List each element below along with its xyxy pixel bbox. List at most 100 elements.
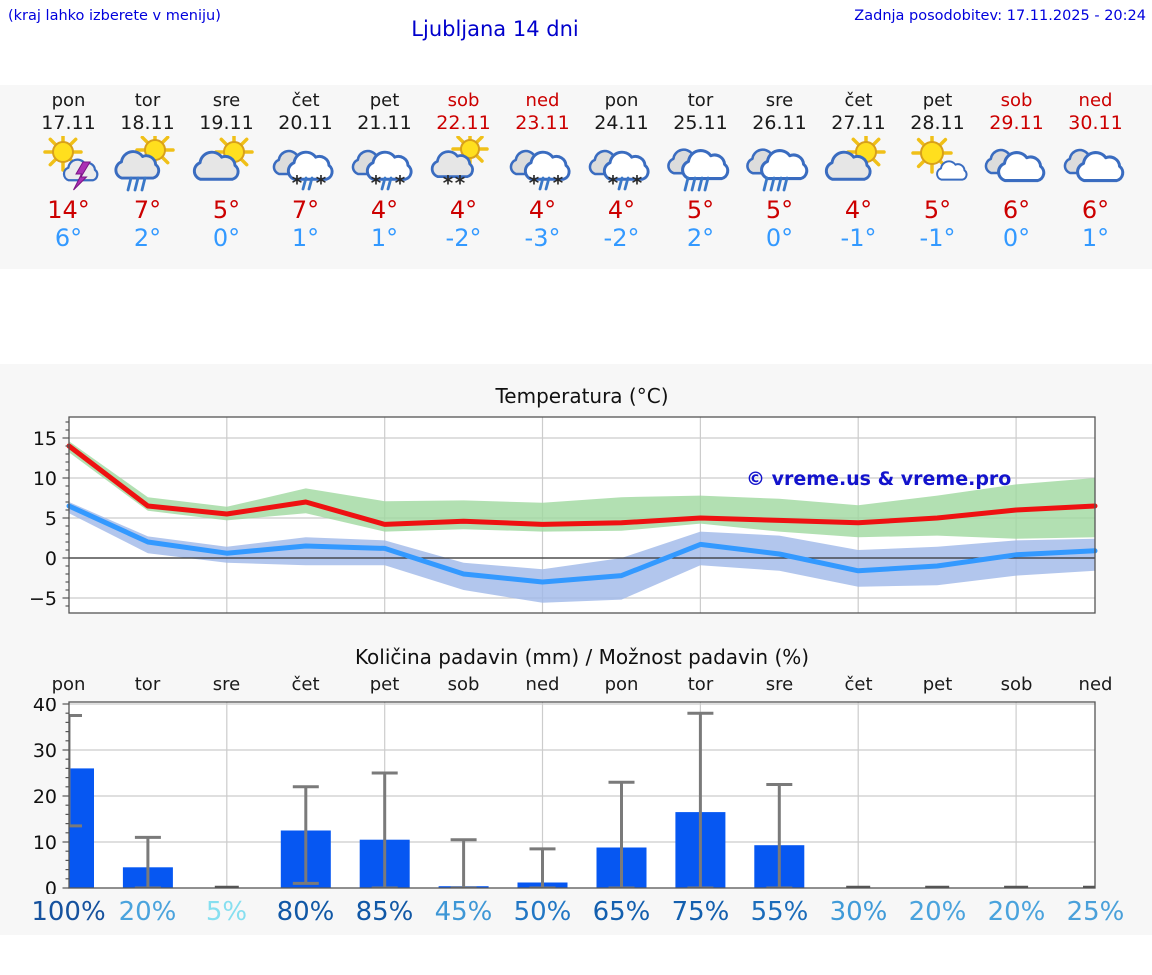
max-temp: 7° xyxy=(133,196,162,224)
weekday-label: ned xyxy=(525,90,560,111)
svg-text:0: 0 xyxy=(45,878,57,894)
page-title: Ljubljana 14 dni xyxy=(411,17,579,41)
precip-weekday-label: tor xyxy=(687,674,714,695)
precip-weekday-label: pet xyxy=(922,674,953,695)
precip-weekday-label: pon xyxy=(604,674,639,695)
precip-probability: 20% xyxy=(908,897,967,927)
svg-text:20: 20 xyxy=(33,786,57,808)
cloudy-icon xyxy=(1056,136,1135,192)
snow-sun-icon: * * xyxy=(424,130,503,195)
temperature-chart-title: Temperatura (°C) xyxy=(495,384,669,408)
svg-text:*: * xyxy=(631,171,642,192)
min-temp: -1° xyxy=(840,224,877,252)
date-label: 17.11 xyxy=(41,112,96,134)
max-temp: 6° xyxy=(1002,196,1031,224)
min-temp: 0° xyxy=(1002,224,1031,252)
min-temp: -1° xyxy=(919,224,956,252)
weekday-label: sob xyxy=(447,90,480,111)
min-temp: -2° xyxy=(445,224,482,252)
precip-probability: 100% xyxy=(31,897,106,927)
precip-weekday-label: čet xyxy=(844,674,873,695)
max-temp: 7° xyxy=(291,196,320,224)
svg-text:15: 15 xyxy=(33,428,57,450)
svg-text:5: 5 xyxy=(45,508,57,530)
date-label: 23.11 xyxy=(515,112,570,134)
day-column: sob 22.11 * * 4° -2° xyxy=(424,90,503,252)
min-temp: 0° xyxy=(212,224,241,252)
svg-text:0: 0 xyxy=(45,548,57,570)
svg-text:*: * xyxy=(442,171,453,192)
date-label: 20.11 xyxy=(278,112,333,134)
precipitation-chart-title: Količina padavin (mm) / Možnost padavin … xyxy=(354,645,810,669)
max-temp: 4° xyxy=(528,196,557,224)
min-temp: 2° xyxy=(133,224,162,252)
svg-text:*: * xyxy=(315,171,326,192)
precip-weekday-label: sre xyxy=(765,674,794,695)
min-temp: 0° xyxy=(765,224,794,252)
date-label: 19.11 xyxy=(199,112,254,134)
date-label: 25.11 xyxy=(673,112,728,134)
min-temp: 6° xyxy=(54,224,83,252)
weekday-label: pet xyxy=(369,90,400,111)
precip-weekday-label: tor xyxy=(134,674,161,695)
max-temp: 5° xyxy=(686,196,715,224)
rain-icon xyxy=(661,136,740,192)
precipitation-probability-row: 100% 20% 5% 80% 85% 45% 50% 65% 75% 55% 30% 20% 20% 2… xyxy=(29,897,1135,927)
max-temp: 4° xyxy=(844,196,873,224)
day-column: pon 17.11 14° 6° xyxy=(29,90,108,252)
weekday-label: tor xyxy=(687,90,714,111)
date-label: 21.11 xyxy=(357,112,412,134)
precip-probability: 75% xyxy=(671,897,730,927)
temperature-chart: −5 0 5 10 15 © vreme.us & vreme.pro xyxy=(0,410,1152,625)
weekday-label: sre xyxy=(212,90,241,111)
precip-probability: 45% xyxy=(434,897,493,927)
precip-weekday-label: čet xyxy=(291,674,320,695)
precip-weekday-label: sob xyxy=(447,674,480,695)
weekday-label: pon xyxy=(51,90,86,111)
weekday-label: tor xyxy=(134,90,161,111)
day-column: čet 20.11 * * 7° 1° xyxy=(266,90,345,252)
last-update-label: Zadnja posodobitev: 17.11.2025 - 20:24 xyxy=(854,8,1146,24)
cloudy-icon xyxy=(977,136,1056,192)
thunderstorm-icon xyxy=(29,132,108,192)
svg-text:30: 30 xyxy=(33,740,57,762)
precip-probability: 65% xyxy=(592,897,651,927)
forecast-days-row: pon 17.11 14° 6° tor 18.11 7° 2° sre 19.11 5° 0° čet… xyxy=(29,90,1135,252)
sleet-icon: * * xyxy=(345,136,424,195)
precip-probability: 80% xyxy=(276,897,335,927)
max-temp: 4° xyxy=(449,196,478,224)
date-label: 18.11 xyxy=(120,112,175,134)
partly-cloudy-icon xyxy=(819,132,898,192)
min-temp: -3° xyxy=(524,224,561,252)
date-label: 28.11 xyxy=(910,112,965,134)
day-column: sob 29.11 6° 0° xyxy=(977,90,1056,252)
precip-probability: 5% xyxy=(205,897,248,927)
max-temp: 5° xyxy=(765,196,794,224)
weekday-label: ned xyxy=(1078,90,1113,111)
weekday-label: pet xyxy=(922,90,953,111)
svg-text:*: * xyxy=(454,171,465,192)
precip-probability: 20% xyxy=(987,897,1046,927)
min-temp: 1° xyxy=(370,224,399,252)
date-label: 22.11 xyxy=(436,112,491,134)
precip-probability: 55% xyxy=(750,897,809,927)
precip-weekday-label: sob xyxy=(1000,674,1033,695)
svg-text:40: 40 xyxy=(33,698,57,716)
svg-text:10: 10 xyxy=(33,832,57,854)
max-temp: 6° xyxy=(1081,196,1110,224)
date-label: 29.11 xyxy=(989,112,1044,134)
precip-weekday-label: ned xyxy=(1078,674,1113,695)
day-column: pon 24.11 * * 4° -2° xyxy=(582,90,661,252)
precip-weekday-label: ned xyxy=(525,674,560,695)
precipitation-day-labels: pon tor sre čet pet sob ned pon tor sre čet pet sob n… xyxy=(29,674,1135,696)
day-column: čet 27.11 4° -1° xyxy=(819,90,898,252)
menu-hint-link[interactable]: (kraj lahko izberete v meniju) xyxy=(8,8,221,24)
weekday-label: čet xyxy=(291,90,320,111)
weekday-label: sre xyxy=(765,90,794,111)
precip-probability: 85% xyxy=(355,897,414,927)
day-column: tor 18.11 7° 2° xyxy=(108,90,187,252)
date-label: 30.11 xyxy=(1068,112,1123,134)
max-temp: 5° xyxy=(212,196,241,224)
rain-icon xyxy=(740,136,819,192)
max-temp: 4° xyxy=(370,196,399,224)
